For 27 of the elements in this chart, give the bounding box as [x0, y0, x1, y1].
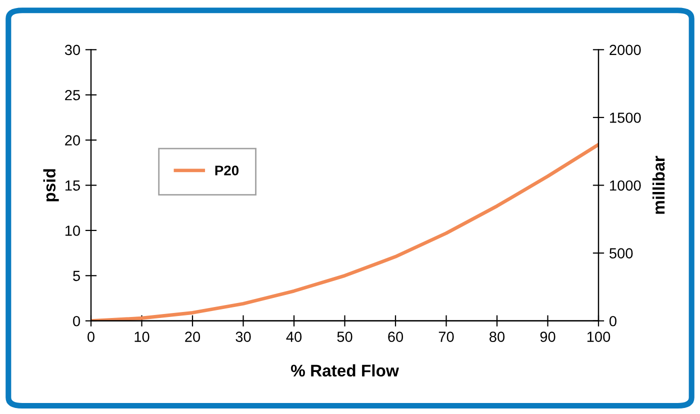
y2-tick-label: 1500	[610, 112, 641, 123]
x-tick-label: 20	[185, 332, 200, 342]
y2-tick-label: 0	[609, 316, 616, 326]
x-tick-label: 60	[388, 332, 404, 342]
y2-tick-label: 1000	[610, 180, 641, 191]
y-tick-label: 5	[73, 270, 80, 282]
x-tick-label: 50	[337, 332, 352, 342]
y2-axis-title: millibar	[652, 156, 665, 214]
y-axis-title: psid	[43, 169, 59, 202]
x-tick-label: 30	[236, 332, 251, 342]
x-tick-label: 0	[88, 332, 94, 342]
y2-tick-label: 500	[610, 248, 633, 258]
x-tick-label: 10	[134, 332, 150, 342]
y-tick-label: 20	[65, 135, 80, 146]
y-tick-label: 30	[64, 44, 80, 56]
x-tick-label: 70	[438, 332, 454, 342]
x-tick-label: 100	[587, 332, 610, 342]
x-tick-label: 80	[490, 332, 505, 342]
x-axis-title: % Rated Flow	[290, 364, 399, 377]
legend-label: P20	[215, 166, 239, 176]
x-tick-label: 90	[540, 332, 556, 342]
y-tick-label: 10	[65, 226, 80, 236]
y-tick-label: 25	[65, 90, 80, 100]
y2-tick-label: 2000	[610, 44, 641, 56]
y-tick-label: 15	[65, 180, 80, 191]
y-tick-label: 0	[73, 316, 80, 326]
x-tick-label: 40	[286, 332, 302, 342]
